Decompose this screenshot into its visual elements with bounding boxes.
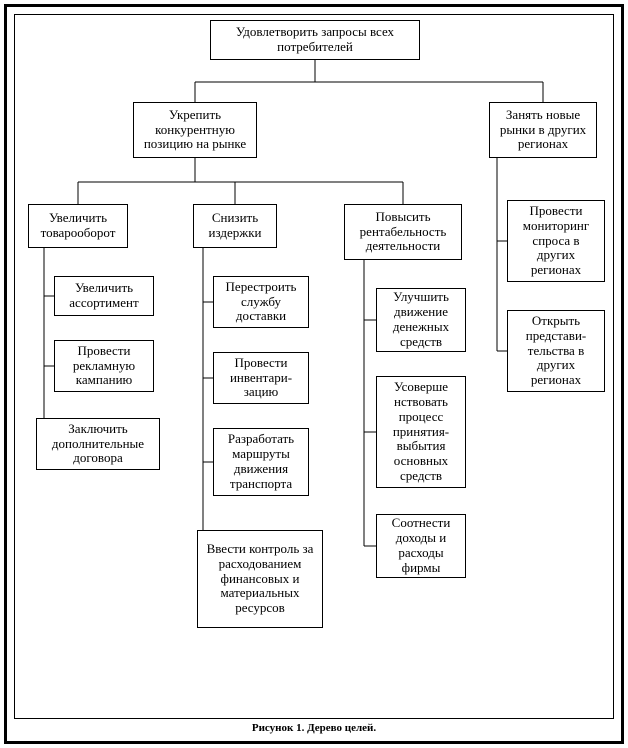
node-c1: Улучшить движение денежных средств xyxy=(376,288,466,352)
node-a1: Увеличить ассортимент xyxy=(54,276,154,316)
diagram-stage: Рисунок 1. Дерево целей. Удовлетворить з… xyxy=(0,0,628,748)
node-d1: Провести мониторинг спроса в других реги… xyxy=(507,200,605,282)
node-c2: Усоверше нствовать процесс принятия- выб… xyxy=(376,376,466,488)
node-b1: Перестроить службу доставки xyxy=(213,276,309,328)
node-l3a: Увеличить товарооборот xyxy=(28,204,128,248)
node-d2: Открыть представи- тельства в других рег… xyxy=(507,310,605,392)
node-b2: Провести инвентари- зацию xyxy=(213,352,309,404)
node-b4: Ввести контроль за расходованием финансо… xyxy=(197,530,323,628)
node-l3b: Снизить издержки xyxy=(193,204,277,248)
node-root: Удовлетворить запросы всех потребителей xyxy=(210,20,420,60)
figure-caption: Рисунок 1. Дерево целей. xyxy=(0,722,628,734)
node-a3: Заключить дополнительные договора xyxy=(36,418,160,470)
node-l3c: Повысить рентабельность деятельности xyxy=(344,204,462,260)
node-l2b: Занять новые рынки в других регионах xyxy=(489,102,597,158)
node-a2: Провести рекламную кампанию xyxy=(54,340,154,392)
node-l2a: Укрепить конкурентную позицию на рынке xyxy=(133,102,257,158)
node-c3: Соотнести доходы и расходы фирмы xyxy=(376,514,466,578)
node-b3: Разработать маршруты движения транспорта xyxy=(213,428,309,496)
